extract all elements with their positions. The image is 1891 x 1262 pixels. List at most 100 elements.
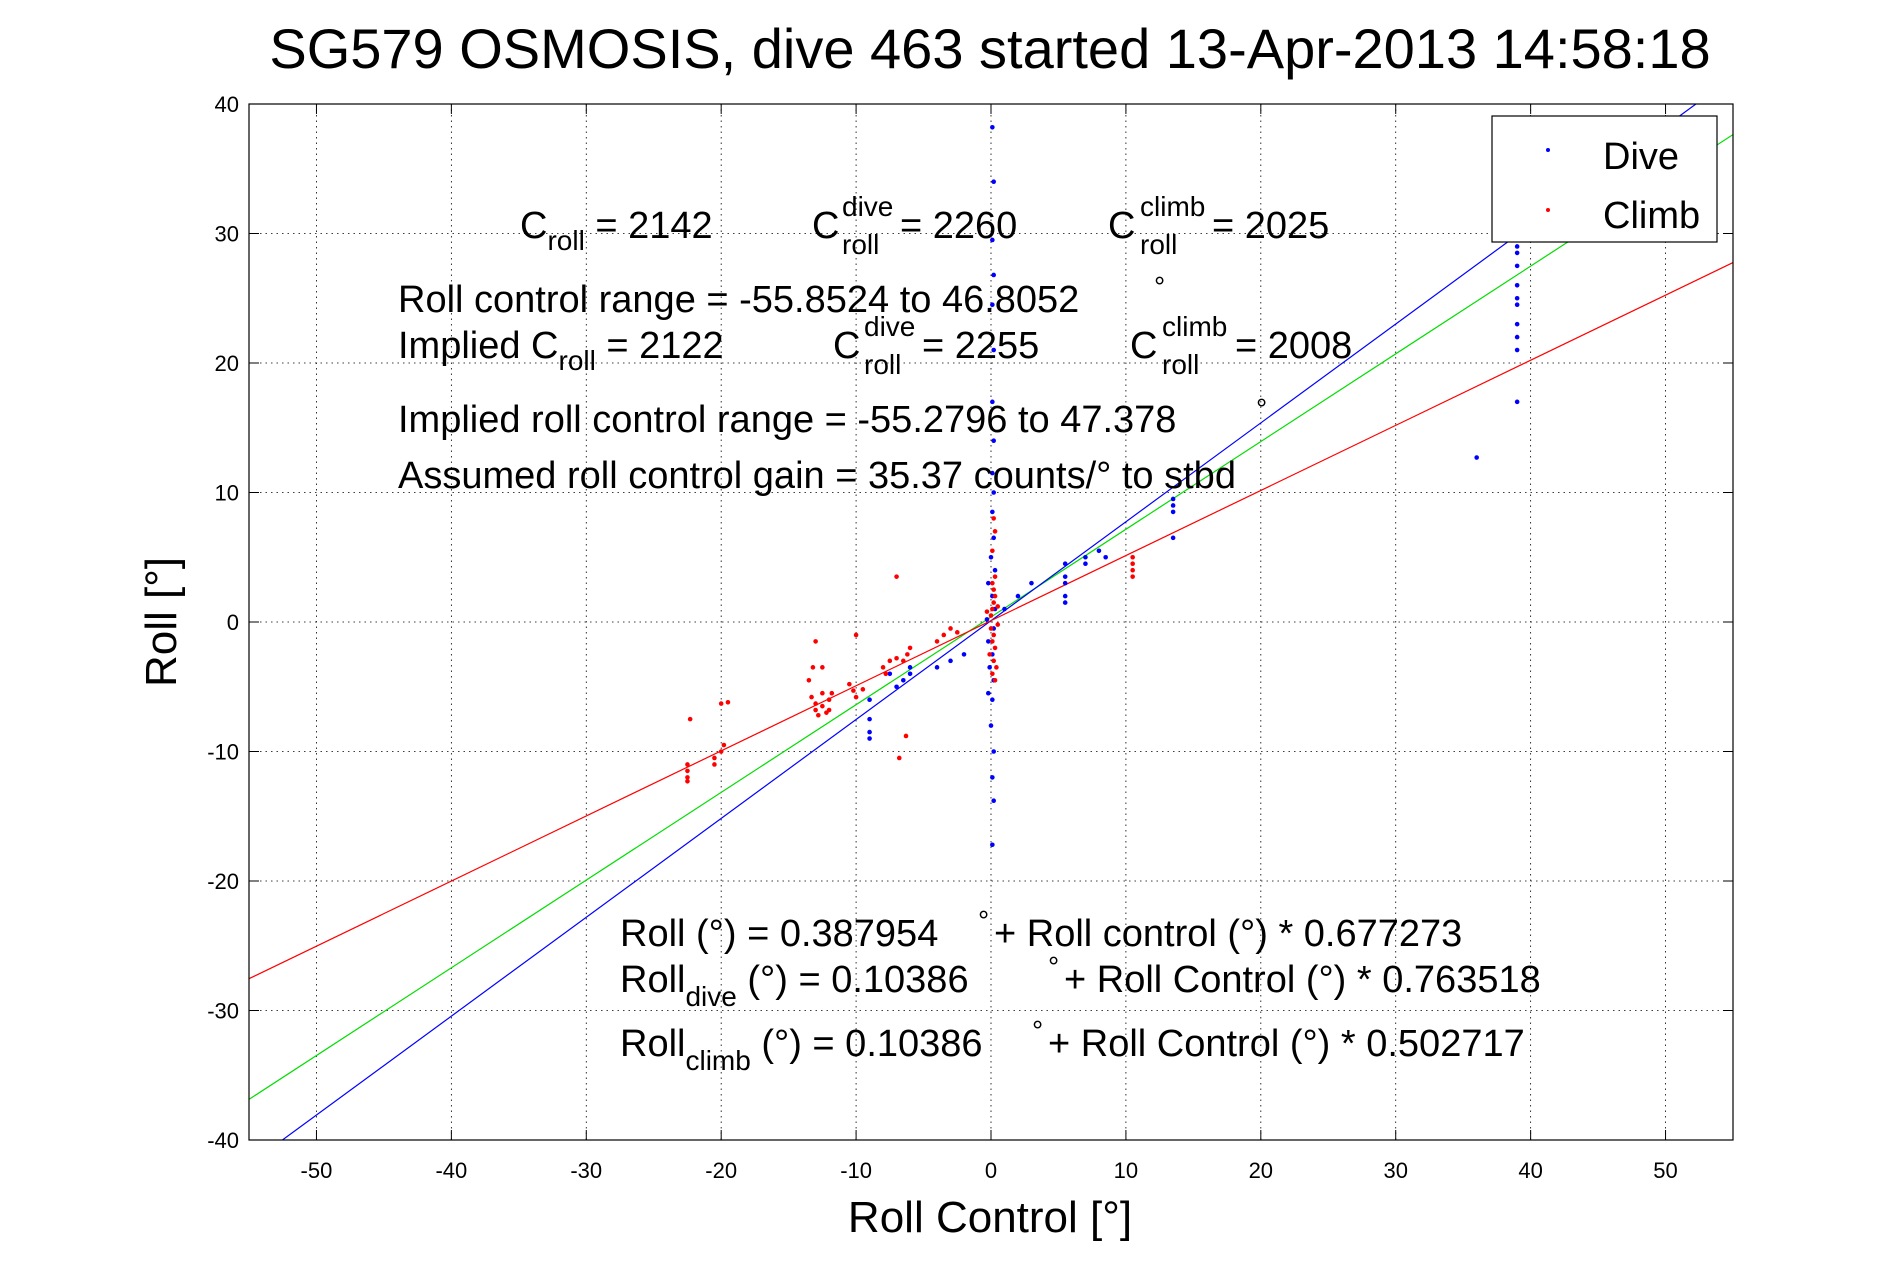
legend-box <box>1491 115 1718 243</box>
point-climb <box>813 639 818 644</box>
legend-label-dive: Dive <box>1603 136 1679 178</box>
y-tick-label: -20 <box>207 869 239 894</box>
chart-title: SG579 OSMOSIS, dive 463 started 13-Apr-2… <box>269 17 1710 80</box>
point-dive <box>990 470 995 476</box>
point-dive <box>1514 347 1520 353</box>
point-climb <box>987 652 992 657</box>
series-dive <box>867 125 1520 848</box>
annotation-range: Roll control range = -55.8524 to 46.8052 <box>398 279 1079 321</box>
annotation-c-roll-value: = 2142 <box>585 205 713 247</box>
point-climb <box>905 652 910 657</box>
point-climb <box>991 516 996 521</box>
point-dive <box>990 237 995 243</box>
point-dive <box>986 639 991 644</box>
point-climb <box>896 755 902 761</box>
point-dive <box>984 617 990 622</box>
point-climb <box>992 574 998 579</box>
point-dive <box>992 567 998 573</box>
annotation-c-roll-climb: C <box>1108 205 1135 247</box>
point-dive <box>986 580 991 586</box>
point-climb <box>1130 554 1135 560</box>
point-dive <box>1062 574 1068 579</box>
point-climb <box>813 701 818 706</box>
point-dive <box>1062 580 1068 586</box>
y-tick-label: -30 <box>207 999 239 1024</box>
annotation-c-roll-dive: C <box>812 205 839 247</box>
point-climb <box>990 671 995 677</box>
point-climb <box>992 593 998 599</box>
point-dive <box>1083 554 1088 560</box>
x-tick-label: -40 <box>435 1158 467 1183</box>
point-climb <box>894 574 899 579</box>
point-climb <box>894 655 899 661</box>
annotation-fit-all-rest: + Roll control (°) * 0.677273 <box>994 913 1462 955</box>
annotation-c-roll-climb-sub: roll <box>1140 229 1177 260</box>
point-climb <box>718 701 724 706</box>
annotation-c-roll: Croll = 2142 <box>520 205 713 256</box>
x-axis-ticks: -50 -40 -30 -20 -10 0 10 20 30 40 50 <box>301 104 1678 1183</box>
point-climb <box>853 694 859 700</box>
point-dive <box>988 723 994 728</box>
annotation-implied-dive: C <box>833 325 860 367</box>
annotation-implied-climb-sup: climb <box>1162 311 1227 342</box>
point-climb <box>991 658 996 664</box>
point-climb <box>988 626 994 631</box>
point-dive <box>1514 244 1520 249</box>
annotation-gain: Assumed roll control gain = 35.37 counts… <box>398 455 1236 497</box>
point-climb <box>887 658 893 664</box>
y-tick-label: -10 <box>207 740 239 765</box>
point-climb <box>990 639 995 644</box>
point-dive <box>990 697 995 702</box>
annotation-fit-dive: Rolldive (°) = 0.10386 <box>620 959 969 1012</box>
point-climb <box>851 688 856 693</box>
y-tick-label: 0 <box>227 610 239 635</box>
annotation-implied-dive-value: = 2255 <box>922 325 1039 367</box>
point-dive <box>948 658 953 664</box>
annotation-c-roll-main: C <box>520 205 547 247</box>
point-dive <box>1514 250 1520 256</box>
point-dive <box>991 347 996 353</box>
point-dive <box>1015 593 1021 599</box>
point-dive <box>934 665 940 670</box>
point-climb <box>813 707 818 713</box>
annotation-implied-c-roll-sub: roll <box>559 345 596 376</box>
point-climb <box>883 671 889 677</box>
point-dive <box>990 399 995 405</box>
point-dive <box>867 716 872 722</box>
x-tick-label: -10 <box>840 1158 872 1183</box>
point-dive <box>1514 283 1520 288</box>
point-dive <box>990 775 995 780</box>
annotation-c-roll-dive-sup: dive <box>842 191 893 222</box>
point-dive <box>867 736 872 741</box>
point-dive <box>988 554 994 560</box>
point-climb <box>954 630 960 635</box>
annotation-implied-c-roll-value: = 2122 <box>596 325 724 367</box>
point-climb <box>988 613 994 618</box>
point-climb <box>820 690 825 696</box>
point-dive <box>907 671 913 677</box>
x-tick-label: 30 <box>1383 1158 1407 1183</box>
point-dive <box>1514 321 1520 327</box>
annotation-implied-climb-sub: roll <box>1162 349 1199 380</box>
point-dive <box>867 697 872 702</box>
point-dive <box>991 272 996 278</box>
fit-line-climb <box>249 262 1733 980</box>
point-climb <box>860 687 866 692</box>
point-dive <box>1170 496 1176 502</box>
legend-label-climb: Climb <box>1603 195 1700 237</box>
point-climb <box>853 632 859 638</box>
annotation-c-roll-climb-main: C <box>1108 205 1135 247</box>
point-dive <box>1002 606 1007 612</box>
point-climb <box>687 716 693 722</box>
annotation-fit-climb-sub: climb <box>685 1045 750 1076</box>
point-climb <box>685 768 690 774</box>
point-dive <box>991 798 996 804</box>
point-dive <box>1103 554 1108 560</box>
point-dive <box>1029 580 1034 586</box>
legend-marker-dive <box>1546 148 1550 152</box>
annotation-implied-dive-main: C <box>833 325 860 367</box>
point-climb <box>992 677 998 683</box>
grid-lines <box>249 103 1733 1141</box>
point-climb <box>990 606 995 612</box>
